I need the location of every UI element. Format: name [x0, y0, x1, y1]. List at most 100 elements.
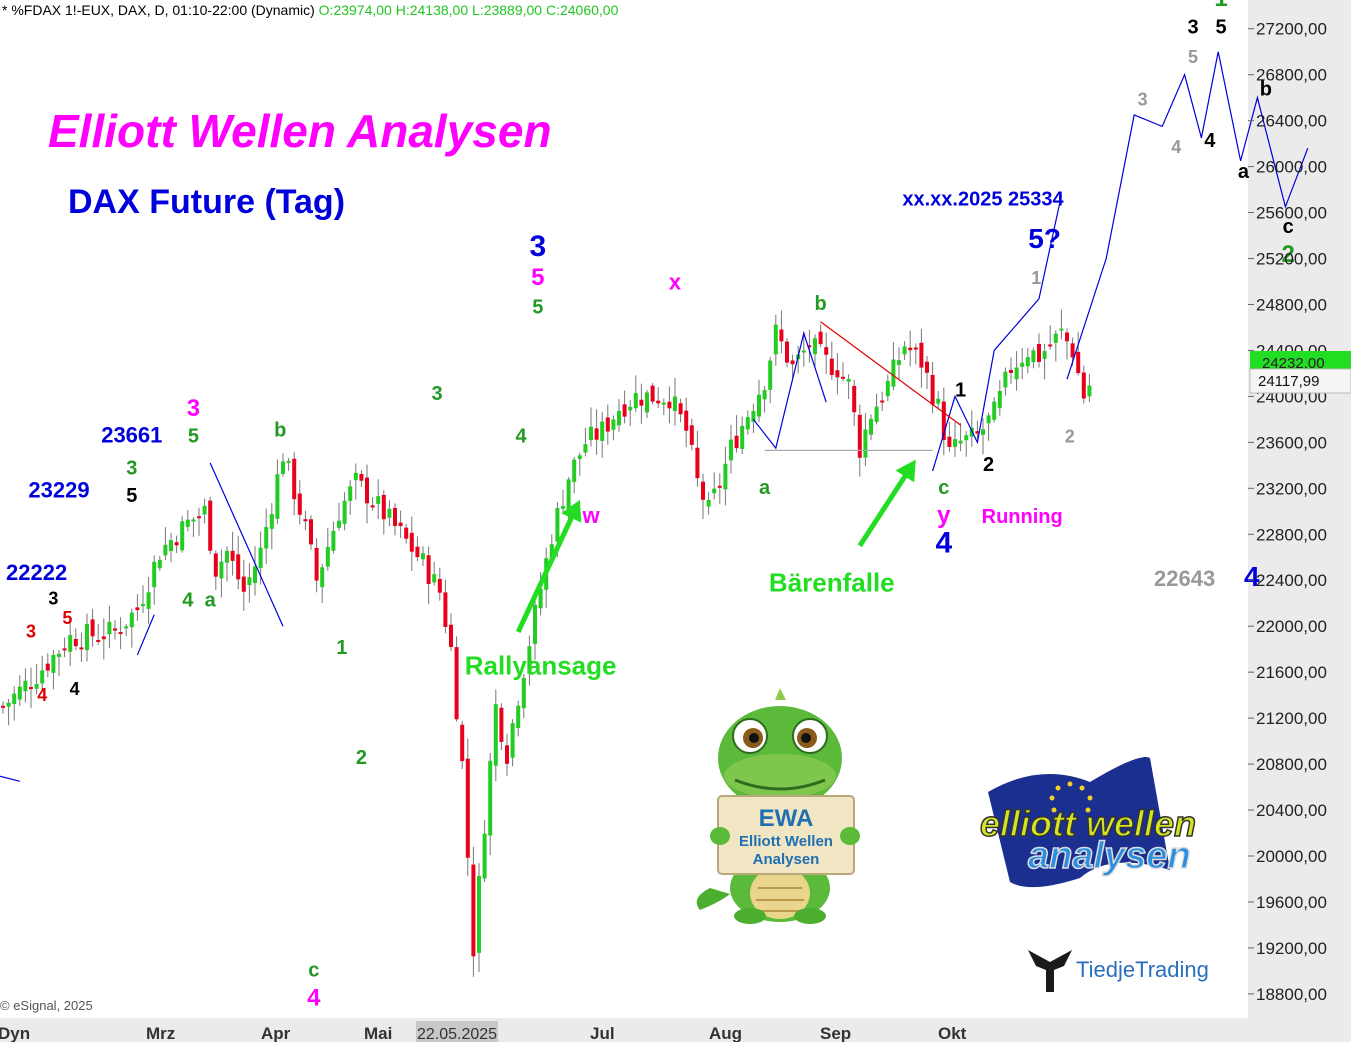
candle-up	[577, 455, 582, 459]
candle-down	[96, 639, 101, 642]
candle-up	[1087, 385, 1092, 397]
copyright-notice: © eSignal, 2025	[0, 998, 93, 1013]
candle-up	[589, 426, 593, 441]
y-tick-label: 21200,00	[1256, 709, 1327, 728]
wave-label: 23229	[28, 478, 89, 503]
wave-label: 22222	[6, 560, 67, 585]
candle-down	[656, 400, 661, 404]
candle-up	[51, 654, 56, 673]
candle-down	[29, 687, 33, 690]
candle-up	[157, 559, 162, 569]
candle-down	[919, 342, 924, 368]
candle-down	[359, 474, 364, 481]
candle-up	[673, 396, 677, 412]
candle-up	[572, 459, 577, 482]
candle-up	[1042, 351, 1047, 359]
wave-label: 23661	[101, 422, 162, 447]
wave-label: 3	[1138, 90, 1148, 110]
wave-label: 4	[307, 984, 321, 1011]
candle-up	[421, 553, 425, 560]
x-tick-label: Sep	[820, 1024, 851, 1042]
candle-up	[706, 499, 711, 507]
candle-up	[521, 678, 526, 709]
wave-label: 5	[1188, 47, 1198, 67]
candle-up	[936, 398, 941, 404]
candle-up	[527, 646, 532, 674]
candle-down	[779, 329, 784, 342]
candle-down	[852, 385, 857, 413]
candle-down	[947, 436, 952, 447]
candle-up	[1053, 333, 1058, 343]
candle-down	[398, 522, 403, 527]
candle-down	[465, 758, 470, 858]
candle-up	[432, 574, 437, 583]
wave-label: b	[1260, 78, 1272, 100]
candle-up	[958, 440, 963, 444]
y-tick-label: 18800,00	[1256, 985, 1327, 1004]
wave-label: 5	[531, 264, 544, 291]
candle-down	[297, 493, 302, 515]
candle-up	[768, 360, 773, 390]
candle-up	[897, 360, 901, 365]
y-tick-label: 23600,00	[1256, 433, 1327, 452]
candle-down	[292, 458, 297, 500]
candle-up	[281, 461, 285, 474]
candle-up	[477, 875, 481, 953]
candle-up	[902, 346, 907, 355]
wave-label: 2	[1282, 241, 1295, 268]
y-tick-label: 22800,00	[1256, 525, 1327, 544]
candle-down	[1070, 343, 1075, 358]
candle-down	[79, 647, 84, 650]
candle-up	[751, 411, 756, 422]
candle-down	[409, 532, 414, 552]
wave-label: 2	[356, 747, 367, 769]
candle-up	[510, 723, 515, 758]
candle-down	[605, 417, 610, 432]
x-tick-label: Okt	[938, 1024, 967, 1042]
candle-up	[348, 486, 353, 501]
candle-up	[152, 561, 157, 588]
candle-up	[628, 406, 633, 411]
candle-down	[471, 864, 476, 957]
candle-up	[1020, 362, 1025, 367]
trendline	[0, 775, 20, 782]
x-tick-label: Mrz	[146, 1024, 175, 1042]
candle-down	[941, 401, 946, 440]
wave-label: x	[669, 270, 682, 295]
mascot-sign-title: EWA	[759, 805, 814, 832]
ewa-logo-line-2: analysen	[1028, 835, 1191, 877]
candle-up	[247, 577, 252, 586]
candle-up	[219, 561, 224, 579]
y-tick-label: 19200,00	[1256, 939, 1327, 958]
wave-label: a	[205, 590, 217, 612]
candle-down	[650, 385, 655, 402]
trendline	[932, 195, 1062, 472]
tiedje-trading-text: TiedjeTrading	[1076, 957, 1209, 982]
wave-label: Rallyansage	[465, 650, 617, 680]
candle-up	[488, 760, 493, 836]
candle-down	[594, 428, 599, 440]
candle-down	[505, 745, 509, 764]
candle-up	[600, 421, 605, 441]
candle-down	[1009, 369, 1013, 373]
y-tick-label: 25600,00	[1256, 204, 1327, 223]
candle-up	[23, 680, 28, 692]
candle-down	[415, 546, 420, 558]
mascot-sign-line-2: Analysen	[753, 851, 820, 868]
candle-up	[801, 350, 806, 353]
wave-label: b	[274, 420, 286, 442]
candle-up	[617, 410, 621, 426]
candle-up	[964, 435, 969, 441]
wave-label: 22643	[1154, 566, 1215, 591]
wave-label: 3	[26, 622, 36, 642]
candle-up	[745, 417, 750, 430]
y-tick-label: 20400,00	[1256, 801, 1327, 820]
wave-label: 1	[1214, 0, 1227, 12]
ohlc-values: O:23974,00 H:24138,00 L:23889,00 C:24060…	[318, 2, 619, 18]
candle-up	[163, 544, 168, 556]
candle-down	[908, 347, 913, 351]
candle-up	[258, 547, 263, 568]
wave-label: a	[1238, 161, 1250, 183]
y-tick-label: 19600,00	[1256, 893, 1327, 912]
